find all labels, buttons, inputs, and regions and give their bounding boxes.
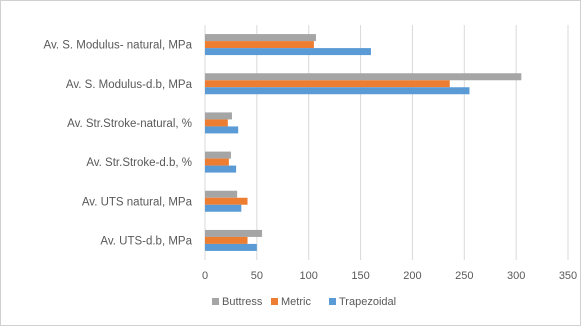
category-label: Av. UTS-d.b, MPa <box>100 235 192 247</box>
bar-metric-5 <box>205 236 248 244</box>
x-tick-labels: 0 50 100 150 200 250 300 350 <box>202 270 577 282</box>
legend: Buttress Metric Trapezoidal <box>212 296 396 308</box>
legend-swatch-trapezoidal <box>329 298 336 305</box>
x-tick-label: 300 <box>507 270 525 282</box>
category-label: Av. Str.Stroke-natural, % <box>67 118 192 130</box>
x-tick-label: 200 <box>403 270 421 282</box>
legend-swatch-metric <box>271 298 278 305</box>
bar-buttress-0 <box>205 34 316 42</box>
bar-trapezoidal-1 <box>205 87 470 95</box>
bar-trapezoidal-2 <box>205 126 239 134</box>
bar-buttress-5 <box>205 229 263 237</box>
category-label: Av. Str.Stroke-d.b, % <box>86 157 192 169</box>
legend-swatch-buttress <box>212 298 219 305</box>
category-label: Av. S. Modulus-d.b, MPa <box>66 79 193 91</box>
category-label: Av. UTS natural, MPa <box>82 196 193 208</box>
legend-label-trapezoidal: Trapezoidal <box>339 296 396 308</box>
bar-trapezoidal-3 <box>205 165 237 173</box>
bar-metric-1 <box>205 80 450 88</box>
x-tick-label: 50 <box>251 270 263 282</box>
bar-buttress-2 <box>205 112 232 120</box>
x-tick-label: 350 <box>559 270 577 282</box>
category-label: Av. S. Modulus- natural, MPa <box>43 40 192 52</box>
bar-buttress-1 <box>205 73 522 81</box>
bar-trapezoidal-5 <box>205 243 257 251</box>
bar-metric-3 <box>205 158 229 166</box>
bar-buttress-4 <box>205 190 238 198</box>
bar-metric-4 <box>205 197 248 205</box>
x-tick-label: 250 <box>455 270 473 282</box>
x-tick-label: 0 <box>202 270 208 282</box>
legend-label-metric: Metric <box>281 296 311 308</box>
bar-metric-0 <box>205 41 314 49</box>
x-tick-label: 150 <box>351 270 369 282</box>
legend-label-buttress: Buttress <box>222 296 263 308</box>
category-labels: Av. S. Modulus- natural, MPa Av. S. Modul… <box>43 40 192 248</box>
x-tick-label: 100 <box>300 270 318 282</box>
bar-trapezoidal-4 <box>205 204 242 212</box>
bars-group <box>205 34 522 251</box>
grid-lines <box>204 25 569 260</box>
bar-metric-2 <box>205 119 228 127</box>
bar-buttress-3 <box>205 151 231 159</box>
bar-trapezoidal-0 <box>205 48 371 56</box>
